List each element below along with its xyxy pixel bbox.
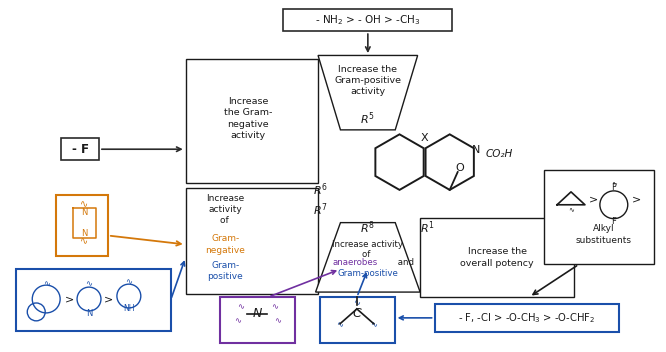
- Bar: [56, 195, 108, 256]
- Text: ∿: ∿: [80, 237, 88, 246]
- Text: N: N: [472, 145, 480, 155]
- Text: - NH$_2$ > - OH > -CH$_3$: - NH$_2$ > - OH > -CH$_3$: [315, 13, 421, 27]
- Text: and: and: [395, 258, 414, 267]
- Bar: [435, 304, 619, 332]
- Text: Gram-
negative: Gram- negative: [206, 234, 245, 254]
- Text: N: N: [81, 208, 87, 217]
- Text: Increase activity
of: Increase activity of: [332, 240, 404, 259]
- Bar: [420, 218, 574, 297]
- Text: F: F: [611, 217, 616, 226]
- Text: $R^7$: $R^7$: [312, 201, 328, 218]
- Bar: [17, 269, 170, 331]
- Text: X: X: [421, 133, 428, 143]
- Text: >: >: [589, 195, 599, 205]
- Text: - F: - F: [71, 143, 89, 156]
- Text: O: O: [456, 163, 464, 173]
- Text: - F, -Cl > -O-CH$_3$ > -O-CHF$_2$: - F, -Cl > -O-CH$_3$ > -O-CHF$_2$: [458, 311, 595, 325]
- Text: >: >: [65, 294, 74, 304]
- Text: Gram-positive: Gram-positive: [338, 269, 398, 278]
- Text: ∿: ∿: [568, 207, 574, 213]
- Text: N: N: [81, 229, 87, 238]
- Polygon shape: [186, 59, 318, 183]
- Text: Increase the
Gram-positive
activity: Increase the Gram-positive activity: [334, 65, 402, 96]
- Text: ∿: ∿: [354, 298, 360, 308]
- Text: NH: NH: [123, 304, 135, 313]
- Text: ∿: ∿: [80, 199, 88, 209]
- Bar: [544, 170, 653, 264]
- Text: anaerobes: anaerobes: [332, 258, 378, 267]
- Text: $R^1$: $R^1$: [420, 219, 435, 236]
- Text: Increase
the Gram-
negative
activity: Increase the Gram- negative activity: [224, 97, 272, 140]
- Text: Increase
activity
of: Increase activity of: [206, 194, 244, 225]
- Text: N: N: [86, 309, 92, 319]
- Text: Gram-
positive: Gram- positive: [208, 261, 243, 281]
- Text: N: N: [252, 307, 262, 320]
- Text: Increase the
overall potency: Increase the overall potency: [460, 247, 534, 268]
- Polygon shape: [318, 56, 418, 130]
- Text: Alkyl
substituents: Alkyl substituents: [576, 225, 632, 245]
- Text: ∿: ∿: [234, 316, 241, 325]
- Bar: [283, 9, 452, 31]
- Text: C: C: [352, 307, 361, 320]
- Text: $R^6$: $R^6$: [312, 182, 328, 198]
- Text: ∿: ∿: [336, 320, 344, 329]
- Text: $R^8$: $R^8$: [360, 219, 375, 236]
- Text: F: F: [611, 183, 616, 193]
- Bar: [220, 297, 295, 343]
- Polygon shape: [316, 222, 420, 292]
- Polygon shape: [186, 188, 318, 294]
- Text: CO₂H: CO₂H: [486, 149, 513, 159]
- Text: ∿: ∿: [370, 320, 378, 329]
- Text: ∿: ∿: [611, 180, 617, 186]
- Text: $R^5$: $R^5$: [360, 110, 375, 127]
- Bar: [61, 138, 99, 160]
- Text: >: >: [632, 195, 641, 205]
- Text: >: >: [105, 294, 114, 304]
- Text: ∿: ∿: [85, 279, 93, 289]
- Text: ∿: ∿: [125, 278, 133, 287]
- Text: ∿: ∿: [271, 302, 278, 312]
- Text: ∿: ∿: [43, 279, 50, 289]
- Bar: [320, 297, 395, 343]
- Text: ∿: ∿: [237, 302, 244, 312]
- Text: ∿: ∿: [274, 316, 281, 325]
